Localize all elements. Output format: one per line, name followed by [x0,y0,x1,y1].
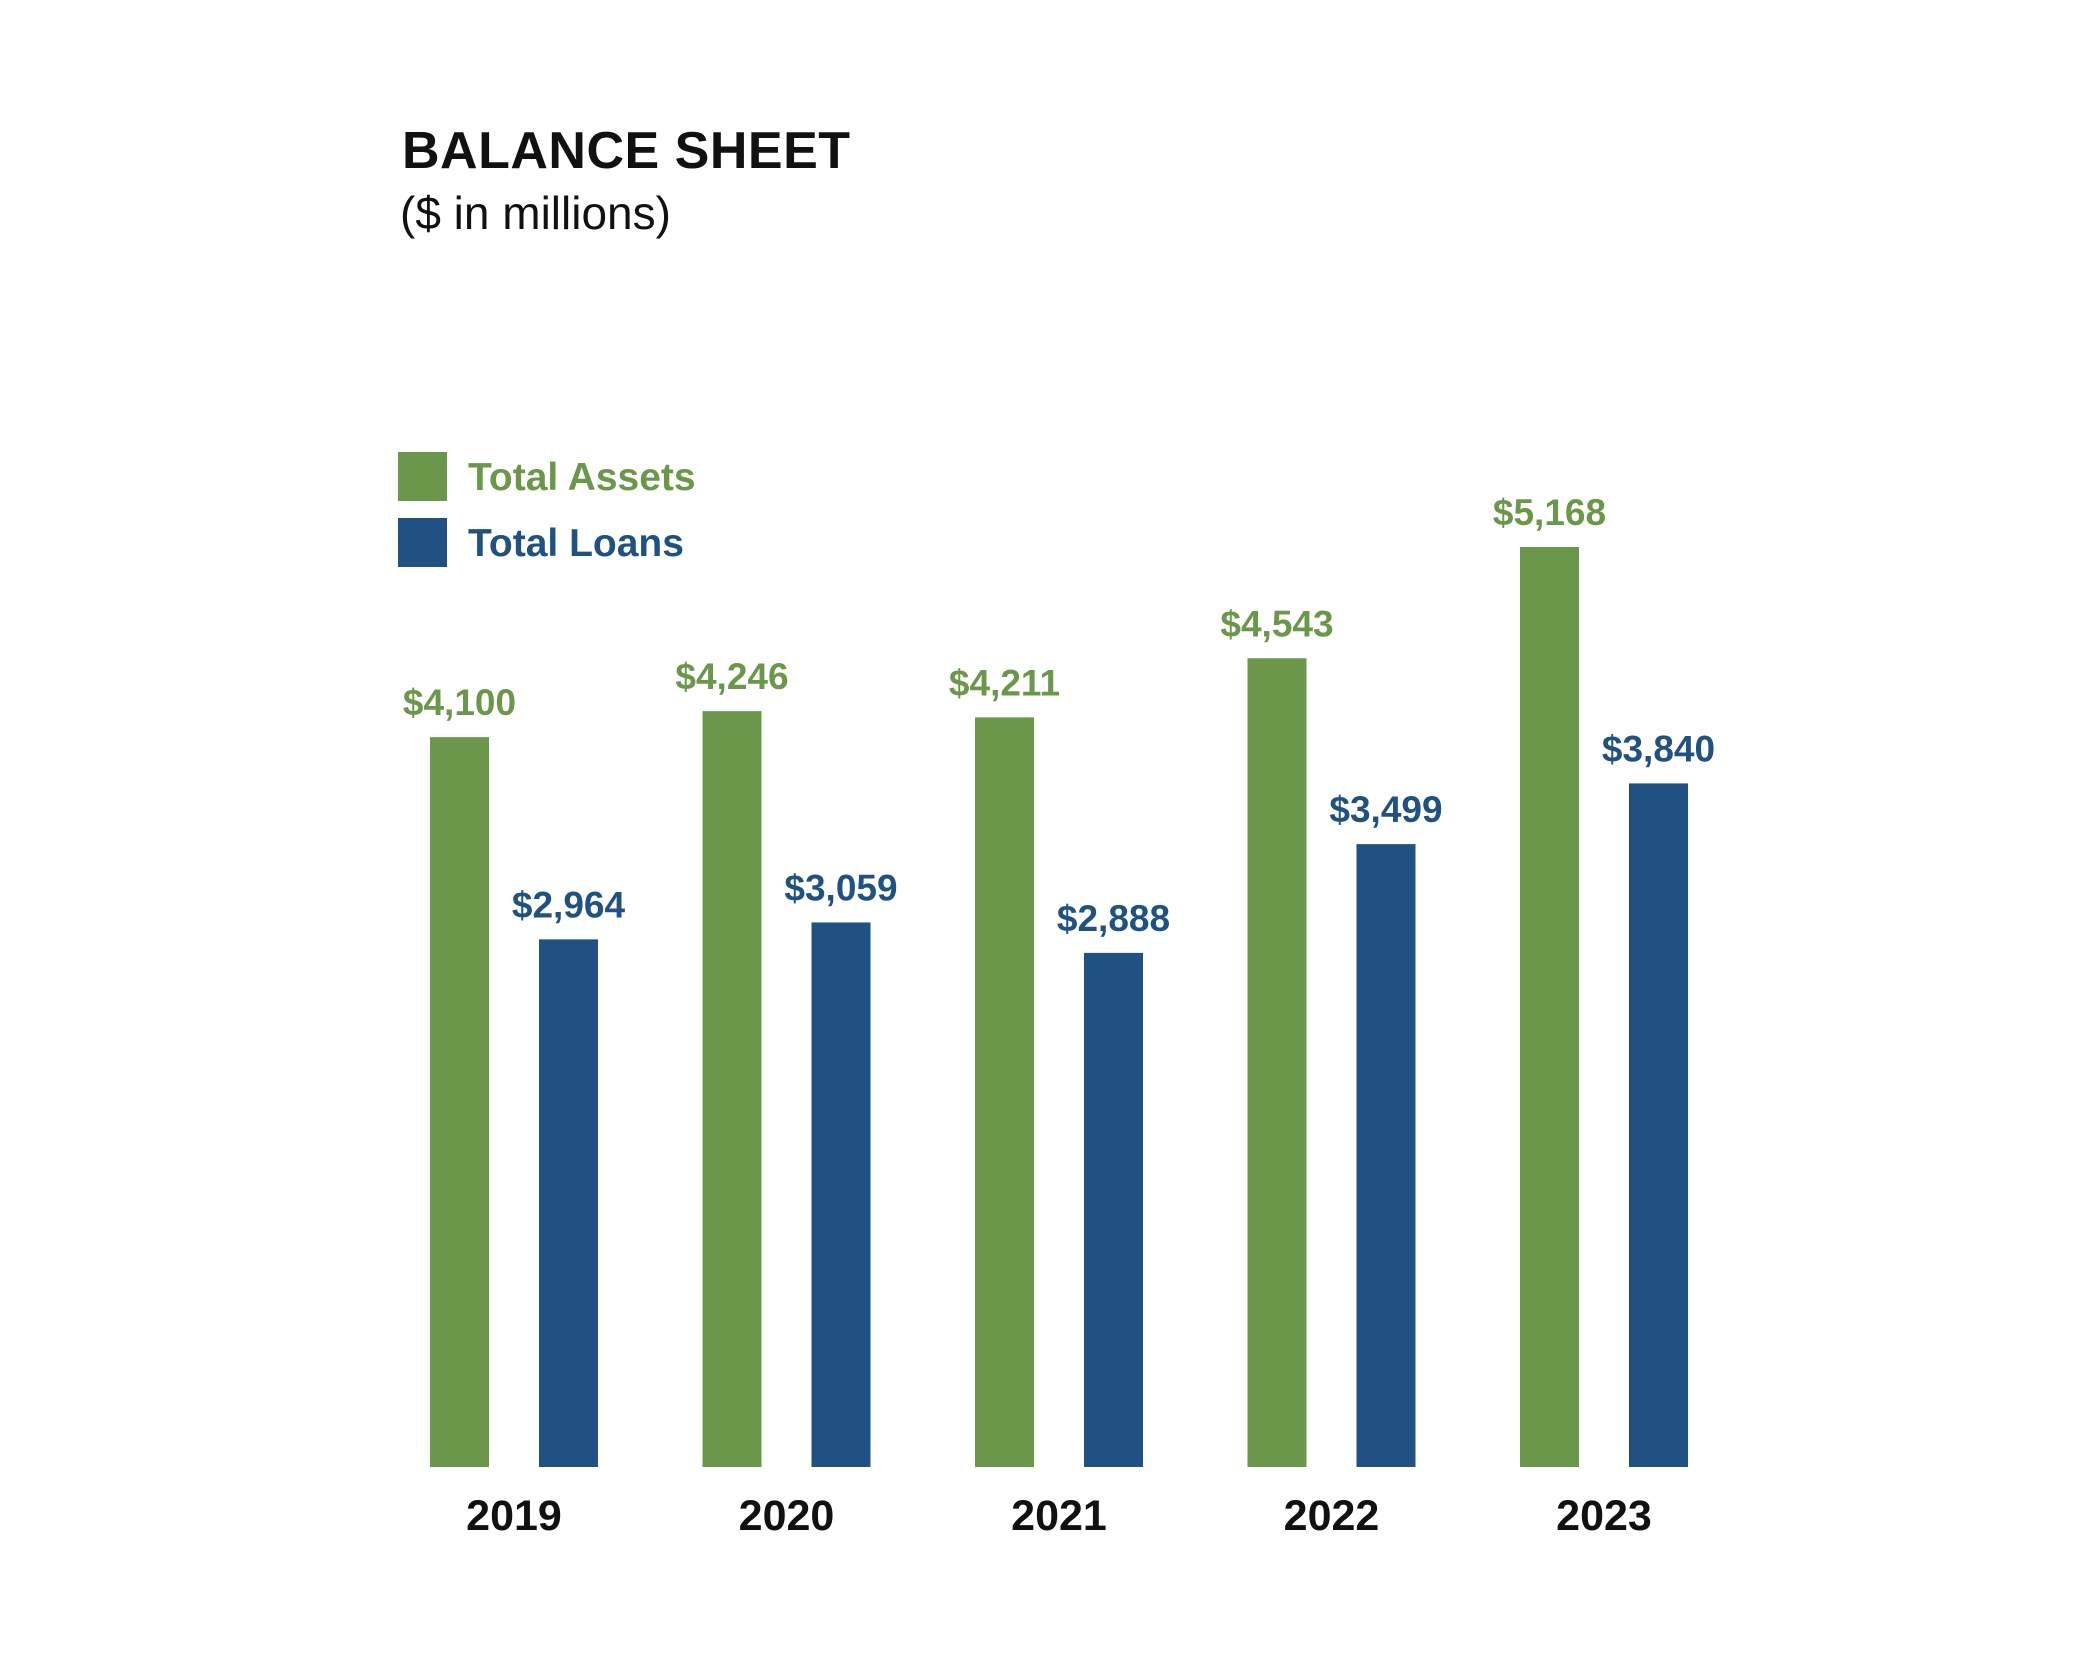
bar-assets-2022 [1247,658,1307,1467]
chart-subtitle: ($ in millions) [400,187,671,239]
value-label-assets-2020: $4,246 [675,656,788,697]
x-tick-2023: 2023 [1556,1492,1652,1540]
chart-title: BALANCE SHEET [402,122,851,180]
legend-swatch-0 [398,452,447,501]
x-tick-2019: 2019 [466,1492,562,1540]
value-labels-group: $4,100 $2,964 $4,246 $3,059 $4,211 $2,888 $4,5… [403,492,1715,939]
legend-label-1: Total Loans [468,522,684,565]
bar-assets-2019 [430,737,489,1467]
legend: Total Assets Total Loans [398,452,696,567]
value-label-loans-2020: $3,059 [784,867,897,908]
bar-assets-2020 [702,711,762,1467]
value-label-loans-2021: $2,888 [1057,898,1170,939]
bar-loans-2021 [1084,952,1143,1467]
value-label-assets-2019: $4,100 [403,682,516,723]
bar-assets-2021 [975,717,1034,1467]
x-tick-2021: 2021 [1011,1492,1107,1540]
bar-assets-2023 [1520,547,1579,1467]
bar-loans-2020 [811,922,871,1467]
bar-loans-2022 [1356,844,1416,1467]
x-tick-2020: 2020 [739,1492,835,1540]
value-label-loans-2022: $3,499 [1329,789,1442,830]
bars-group [430,547,1688,1467]
x-tick-2022: 2022 [1284,1492,1380,1540]
bar-loans-2023 [1629,783,1688,1467]
x-axis-ticks: 2019 2020 2021 2022 2023 [466,1492,1652,1540]
value-label-assets-2022: $4,543 [1220,603,1333,644]
value-label-assets-2023: $5,168 [1493,492,1606,533]
legend-swatch-1 [398,518,447,567]
value-label-assets-2021: $4,211 [949,662,1060,703]
bar-loans-2019 [539,939,598,1467]
value-label-loans-2019: $2,964 [512,884,626,925]
value-label-loans-2023: $3,840 [1602,728,1715,769]
legend-label-0: Total Assets [468,456,696,499]
